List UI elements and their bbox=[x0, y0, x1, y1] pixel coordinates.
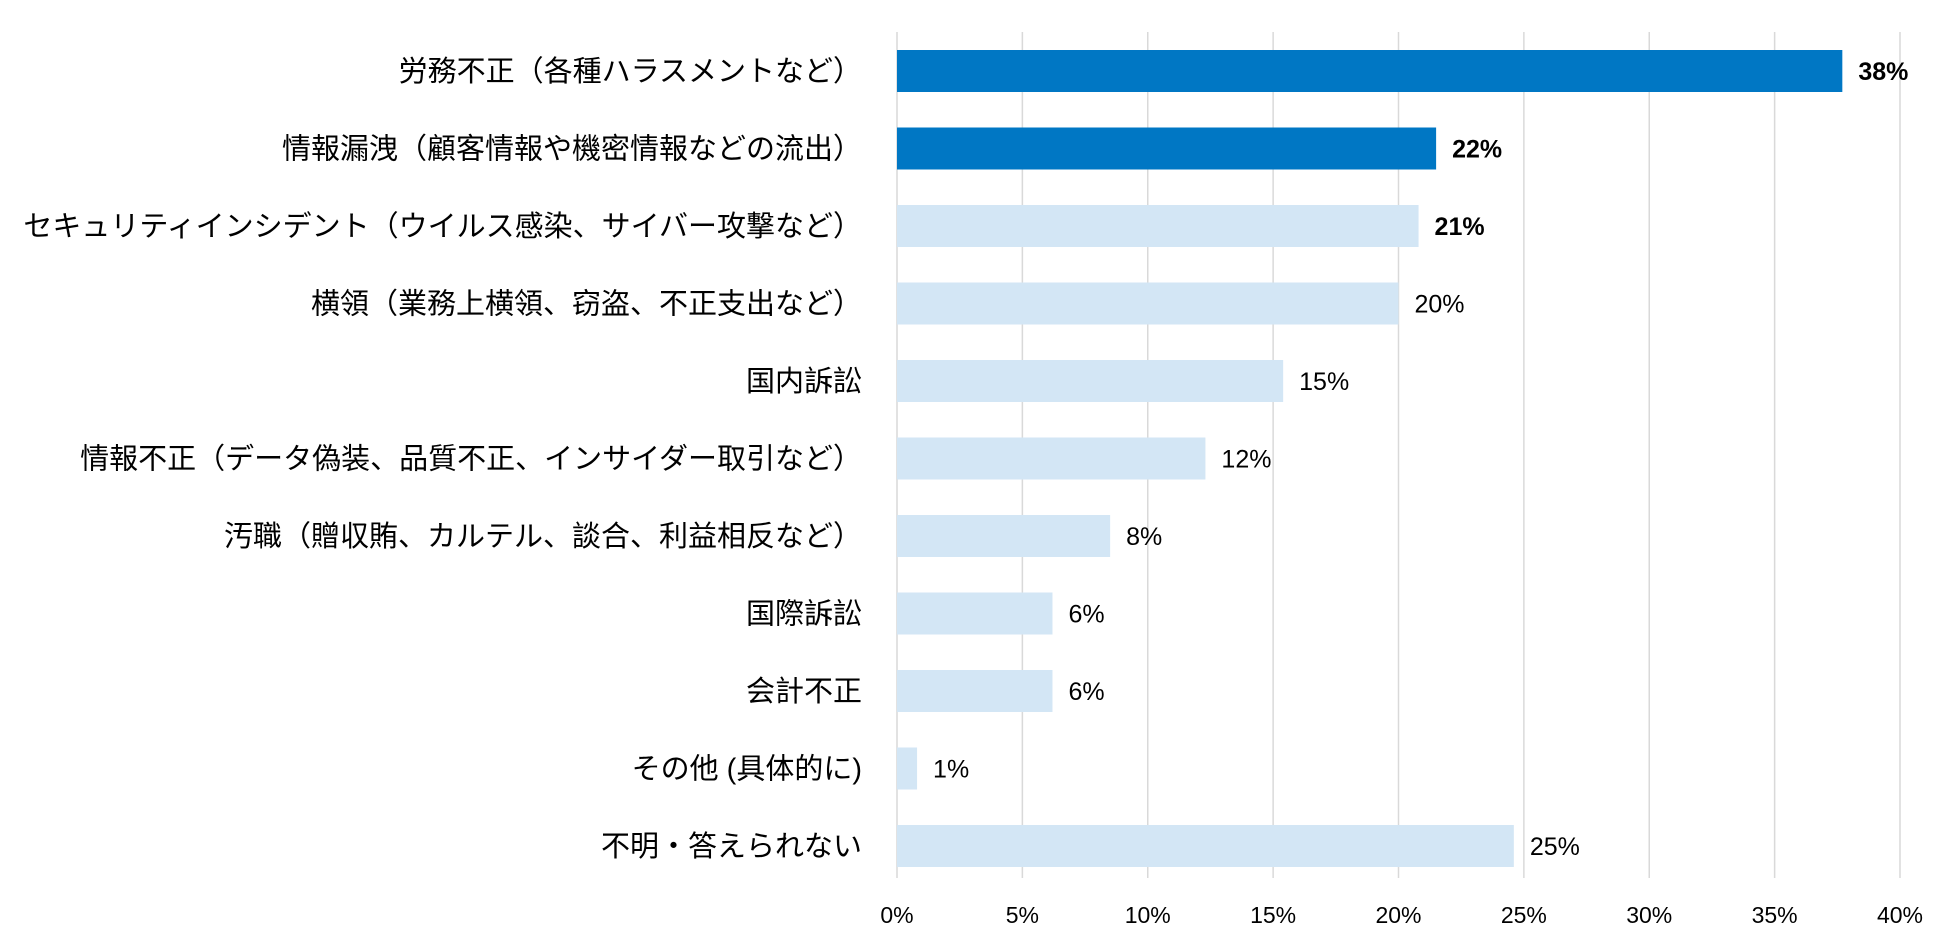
x-tick-label: 40% bbox=[1877, 902, 1923, 928]
category-label: 情報不正（データ偽装、品質不正、インサイダー取引など） bbox=[80, 443, 862, 476]
category-label: 労務不正（各種ハラスメントなど） bbox=[399, 55, 862, 88]
category-label: 汚職（贈収賄、カルテル、談合、利益相反など） bbox=[224, 520, 862, 553]
data-label: 38% bbox=[1858, 58, 1908, 86]
bar bbox=[897, 437, 1206, 480]
bar bbox=[897, 515, 1111, 557]
data-label: 21% bbox=[1435, 213, 1485, 241]
data-label: 15% bbox=[1299, 368, 1349, 396]
x-tick-label: 5% bbox=[1006, 902, 1039, 928]
data-label: 1% bbox=[933, 756, 969, 784]
bar bbox=[897, 825, 1514, 867]
bar bbox=[897, 127, 1437, 170]
x-tick-label: 20% bbox=[1375, 902, 1421, 928]
bar bbox=[897, 282, 1399, 325]
x-tick-label: 35% bbox=[1752, 902, 1798, 928]
x-tick-label: 25% bbox=[1501, 902, 1547, 928]
x-tick-label: 30% bbox=[1626, 902, 1672, 928]
data-label: 25% bbox=[1530, 833, 1580, 861]
data-label: 6% bbox=[1068, 601, 1104, 629]
category-label: 会計不正 bbox=[746, 675, 862, 708]
data-label: 8% bbox=[1126, 523, 1162, 551]
bar bbox=[897, 670, 1053, 712]
bar bbox=[897, 205, 1419, 247]
category-label: セキュリティインシデント（ウイルス感染、サイバー攻撃など） bbox=[23, 210, 862, 243]
bar bbox=[897, 50, 1843, 92]
data-label: 6% bbox=[1068, 678, 1104, 706]
category-label: 国内訴訟 bbox=[746, 365, 862, 398]
data-label: 22% bbox=[1452, 136, 1502, 164]
category-label: 横領（業務上横領、窃盗、不正支出など） bbox=[311, 288, 862, 321]
category-label: 情報漏洩（顧客情報や機密情報などの流出） bbox=[282, 133, 862, 166]
category-label: 国際訴訟 bbox=[746, 598, 862, 631]
category-label: その他 (具体的に) bbox=[632, 753, 862, 786]
bar bbox=[897, 360, 1284, 402]
bar bbox=[897, 592, 1053, 635]
x-tick-label: 0% bbox=[880, 902, 913, 928]
data-label: 20% bbox=[1415, 291, 1465, 319]
category-label: 不明・答えられない bbox=[601, 830, 862, 863]
bar bbox=[897, 747, 918, 790]
data-label: 12% bbox=[1221, 446, 1271, 474]
x-tick-label: 10% bbox=[1125, 902, 1171, 928]
x-tick-label: 15% bbox=[1250, 902, 1296, 928]
